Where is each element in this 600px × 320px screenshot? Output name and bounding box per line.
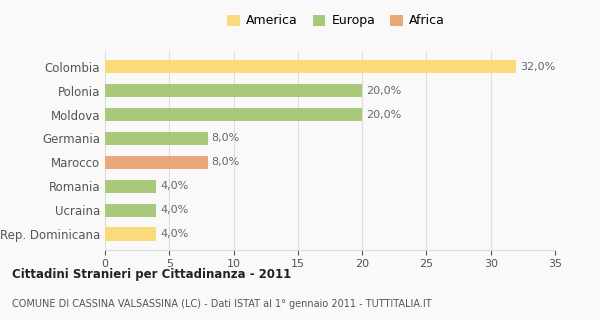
Bar	[105, 228, 157, 241]
Text: 20,0%: 20,0%	[366, 109, 401, 120]
Text: 4,0%: 4,0%	[160, 229, 188, 239]
Bar	[105, 156, 208, 169]
Text: Cittadini Stranieri per Cittadinanza - 2011: Cittadini Stranieri per Cittadinanza - 2…	[12, 268, 291, 281]
Legend: America, Europa, Africa: America, Europa, Africa	[222, 10, 450, 32]
Bar	[105, 204, 157, 217]
Bar	[105, 60, 517, 73]
Text: 8,0%: 8,0%	[212, 133, 240, 143]
Bar	[105, 180, 157, 193]
Text: 32,0%: 32,0%	[520, 62, 556, 72]
Text: 20,0%: 20,0%	[366, 86, 401, 96]
Text: 4,0%: 4,0%	[160, 205, 188, 215]
Text: 8,0%: 8,0%	[212, 157, 240, 167]
Text: 4,0%: 4,0%	[160, 181, 188, 191]
Bar	[105, 84, 362, 97]
Bar	[105, 108, 362, 121]
Text: COMUNE DI CASSINA VALSASSINA (LC) - Dati ISTAT al 1° gennaio 2011 - TUTTITALIA.I: COMUNE DI CASSINA VALSASSINA (LC) - Dati…	[12, 299, 431, 309]
Bar	[105, 132, 208, 145]
